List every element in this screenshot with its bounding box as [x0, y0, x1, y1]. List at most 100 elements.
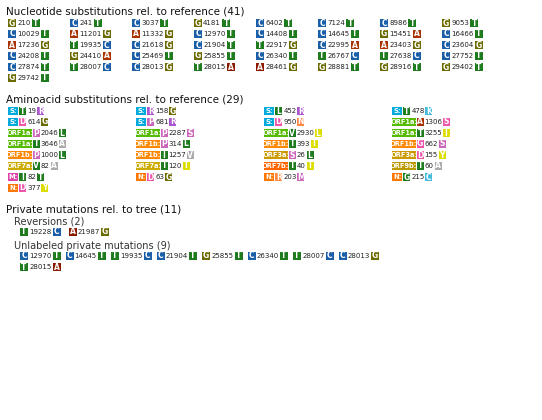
Text: 14645: 14645	[75, 253, 97, 259]
FancyBboxPatch shape	[132, 30, 140, 38]
Text: A: A	[435, 162, 441, 171]
FancyBboxPatch shape	[33, 162, 40, 170]
FancyBboxPatch shape	[256, 63, 264, 71]
FancyBboxPatch shape	[288, 30, 296, 38]
Text: 29402: 29402	[451, 64, 473, 70]
FancyBboxPatch shape	[20, 263, 28, 271]
FancyBboxPatch shape	[147, 173, 154, 181]
Text: R: R	[148, 107, 154, 116]
Text: G: G	[104, 29, 109, 39]
Text: 120: 120	[169, 163, 182, 169]
FancyBboxPatch shape	[102, 63, 111, 71]
Text: R: R	[276, 173, 282, 181]
FancyBboxPatch shape	[41, 30, 48, 38]
Text: 28461: 28461	[265, 64, 287, 70]
FancyBboxPatch shape	[132, 41, 140, 49]
Text: G: G	[195, 52, 201, 60]
FancyBboxPatch shape	[256, 30, 264, 38]
FancyBboxPatch shape	[288, 52, 296, 60]
FancyBboxPatch shape	[136, 140, 159, 148]
Text: 82: 82	[41, 163, 49, 169]
Text: Y: Y	[440, 150, 445, 160]
Text: G: G	[9, 74, 15, 82]
FancyBboxPatch shape	[227, 41, 235, 49]
Text: G: G	[443, 18, 449, 27]
Text: 27752: 27752	[451, 53, 473, 59]
Text: C: C	[104, 40, 109, 50]
Text: T: T	[38, 173, 43, 181]
Text: 6402: 6402	[265, 20, 283, 26]
FancyBboxPatch shape	[284, 19, 292, 27]
Text: C: C	[67, 252, 72, 260]
Text: G: G	[42, 118, 48, 126]
Text: G: G	[165, 63, 172, 71]
FancyBboxPatch shape	[41, 52, 48, 60]
Text: ORF7a:: ORF7a:	[6, 163, 34, 169]
Text: C: C	[158, 252, 163, 260]
Text: T: T	[162, 18, 167, 27]
Text: 1257: 1257	[168, 152, 186, 158]
FancyBboxPatch shape	[41, 118, 48, 126]
FancyBboxPatch shape	[288, 140, 295, 148]
FancyBboxPatch shape	[160, 140, 167, 148]
Text: 27638: 27638	[389, 53, 411, 59]
Text: 662: 662	[424, 141, 438, 147]
FancyBboxPatch shape	[417, 118, 424, 126]
FancyBboxPatch shape	[165, 63, 172, 71]
FancyBboxPatch shape	[59, 140, 66, 148]
Text: T: T	[257, 40, 263, 50]
Text: G: G	[9, 18, 15, 27]
Text: T: T	[236, 252, 241, 260]
FancyBboxPatch shape	[227, 52, 235, 60]
Text: ORF1a:: ORF1a:	[6, 130, 34, 136]
Text: C: C	[257, 52, 263, 60]
Text: 24410: 24410	[79, 53, 101, 59]
Text: 25855: 25855	[203, 53, 225, 59]
FancyBboxPatch shape	[293, 252, 301, 260]
Text: R: R	[170, 118, 176, 126]
Text: T: T	[54, 252, 59, 260]
FancyBboxPatch shape	[288, 129, 295, 137]
FancyBboxPatch shape	[194, 41, 202, 49]
FancyBboxPatch shape	[307, 151, 314, 159]
Text: 29742: 29742	[17, 75, 40, 81]
Text: C: C	[133, 52, 139, 60]
FancyBboxPatch shape	[311, 140, 318, 148]
FancyBboxPatch shape	[147, 107, 154, 115]
FancyBboxPatch shape	[264, 162, 288, 170]
Text: T: T	[228, 40, 233, 50]
Text: L: L	[184, 139, 189, 149]
Text: C: C	[340, 252, 345, 260]
FancyBboxPatch shape	[186, 151, 193, 159]
FancyBboxPatch shape	[59, 151, 66, 159]
Text: A: A	[352, 40, 357, 50]
Text: ORF1a:: ORF1a:	[6, 141, 34, 147]
Text: T: T	[95, 18, 101, 27]
Text: 28881: 28881	[327, 64, 350, 70]
Text: 15451: 15451	[389, 31, 411, 37]
FancyBboxPatch shape	[442, 41, 450, 49]
Text: I: I	[22, 173, 24, 181]
FancyBboxPatch shape	[20, 107, 27, 115]
Text: ORF1b:: ORF1b:	[262, 141, 289, 147]
FancyBboxPatch shape	[160, 19, 168, 27]
Text: A: A	[133, 29, 139, 39]
Text: C: C	[319, 40, 325, 50]
Text: 203: 203	[283, 174, 296, 180]
Text: P: P	[33, 150, 39, 160]
FancyBboxPatch shape	[470, 19, 478, 27]
Text: N: N	[298, 118, 304, 126]
FancyBboxPatch shape	[474, 30, 482, 38]
FancyBboxPatch shape	[264, 140, 288, 148]
FancyBboxPatch shape	[70, 52, 78, 60]
FancyBboxPatch shape	[339, 252, 346, 260]
Text: C: C	[381, 18, 387, 27]
Text: S:: S:	[138, 108, 145, 114]
FancyBboxPatch shape	[170, 118, 176, 126]
Text: ORF7b:: ORF7b:	[262, 163, 289, 169]
Text: A: A	[414, 29, 420, 39]
FancyBboxPatch shape	[8, 151, 31, 159]
FancyBboxPatch shape	[403, 173, 410, 181]
FancyBboxPatch shape	[136, 173, 146, 181]
Text: T: T	[21, 262, 27, 271]
